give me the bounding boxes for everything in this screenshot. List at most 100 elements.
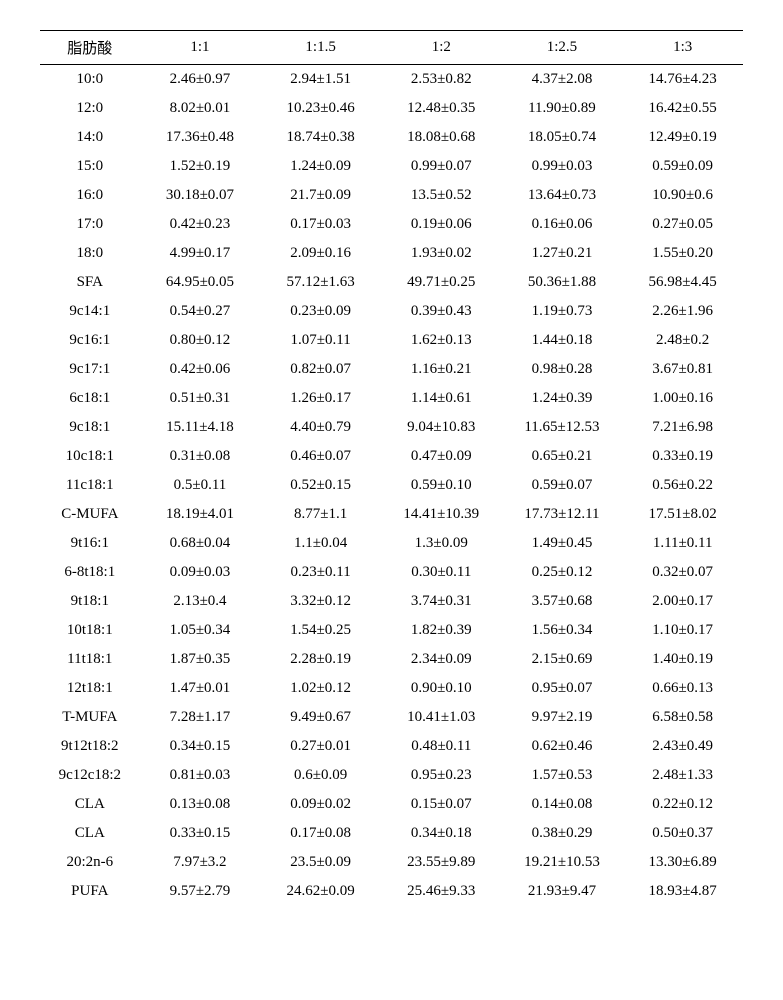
data-cell: 14.41±10.39 <box>381 500 502 529</box>
row-label: 9t16:1 <box>40 529 140 558</box>
data-cell: 0.66±0.13 <box>622 674 743 703</box>
data-cell: 17.36±0.48 <box>140 123 261 152</box>
data-cell: 0.13±0.08 <box>140 790 261 819</box>
data-cell: 1.24±0.09 <box>260 152 381 181</box>
data-cell: 16.42±0.55 <box>622 94 743 123</box>
data-cell: 18.05±0.74 <box>502 123 623 152</box>
data-cell: 1.47±0.01 <box>140 674 261 703</box>
data-cell: 0.19±0.06 <box>381 210 502 239</box>
row-label: 10c18:1 <box>40 442 140 471</box>
data-cell: 9.57±2.79 <box>140 877 261 906</box>
row-label: 12t18:1 <box>40 674 140 703</box>
data-cell: 1.02±0.12 <box>260 674 381 703</box>
data-cell: 1.26±0.17 <box>260 384 381 413</box>
data-cell: 2.46±0.97 <box>140 65 261 95</box>
row-label: 12:0 <box>40 94 140 123</box>
row-label: 20:2n-6 <box>40 848 140 877</box>
data-cell: 0.54±0.27 <box>140 297 261 326</box>
data-cell: 18.08±0.68 <box>381 123 502 152</box>
data-cell: 0.30±0.11 <box>381 558 502 587</box>
col-header-3: 1:2 <box>381 31 502 65</box>
row-label: 10t18:1 <box>40 616 140 645</box>
row-label: 6-8t18:1 <box>40 558 140 587</box>
data-cell: 1.19±0.73 <box>502 297 623 326</box>
table-row: 11t18:11.87±0.352.28±0.192.34±0.092.15±0… <box>40 645 743 674</box>
data-cell: 17.51±8.02 <box>622 500 743 529</box>
data-cell: 1.24±0.39 <box>502 384 623 413</box>
data-cell: 0.14±0.08 <box>502 790 623 819</box>
data-cell: 1.87±0.35 <box>140 645 261 674</box>
data-cell: 3.67±0.81 <box>622 355 743 384</box>
table-row: 9t18:12.13±0.43.32±0.123.74±0.313.57±0.6… <box>40 587 743 616</box>
col-header-4: 1:2.5 <box>502 31 623 65</box>
data-cell: 18.74±0.38 <box>260 123 381 152</box>
table-row: C-MUFA18.19±4.018.77±1.114.41±10.3917.73… <box>40 500 743 529</box>
row-label: C-MUFA <box>40 500 140 529</box>
col-header-1: 1:1 <box>140 31 261 65</box>
data-cell: 1.1±0.04 <box>260 529 381 558</box>
table-row: 10:02.46±0.972.94±1.512.53±0.824.37±2.08… <box>40 65 743 95</box>
data-cell: 0.17±0.03 <box>260 210 381 239</box>
data-cell: 0.23±0.11 <box>260 558 381 587</box>
data-cell: 0.47±0.09 <box>381 442 502 471</box>
data-cell: 1.56±0.34 <box>502 616 623 645</box>
data-cell: 8.77±1.1 <box>260 500 381 529</box>
data-cell: 0.6±0.09 <box>260 761 381 790</box>
data-cell: 1.00±0.16 <box>622 384 743 413</box>
data-cell: 0.22±0.12 <box>622 790 743 819</box>
row-label: 18:0 <box>40 239 140 268</box>
data-cell: 2.48±0.2 <box>622 326 743 355</box>
row-label: 14:0 <box>40 123 140 152</box>
row-label: 9c18:1 <box>40 413 140 442</box>
col-header-5: 1:3 <box>622 31 743 65</box>
data-cell: 12.49±0.19 <box>622 123 743 152</box>
data-cell: 19.21±10.53 <box>502 848 623 877</box>
table-row: 9t16:10.68±0.041.1±0.041.3±0.091.49±0.45… <box>40 529 743 558</box>
data-cell: 0.56±0.22 <box>622 471 743 500</box>
table-row: 10c18:10.31±0.080.46±0.070.47±0.090.65±0… <box>40 442 743 471</box>
data-cell: 0.42±0.23 <box>140 210 261 239</box>
data-cell: 1.55±0.20 <box>622 239 743 268</box>
table-row: 15:01.52±0.191.24±0.090.99±0.070.99±0.03… <box>40 152 743 181</box>
table-row: 18:04.99±0.172.09±0.161.93±0.021.27±0.21… <box>40 239 743 268</box>
data-cell: 1.11±0.11 <box>622 529 743 558</box>
data-cell: 50.36±1.88 <box>502 268 623 297</box>
data-cell: 0.27±0.01 <box>260 732 381 761</box>
row-label: 11c18:1 <box>40 471 140 500</box>
data-cell: 0.16±0.06 <box>502 210 623 239</box>
row-label: CLA <box>40 790 140 819</box>
data-cell: 2.53±0.82 <box>381 65 502 95</box>
data-cell: 3.74±0.31 <box>381 587 502 616</box>
table-row: 9c14:10.54±0.270.23±0.090.39±0.431.19±0.… <box>40 297 743 326</box>
data-cell: 0.46±0.07 <box>260 442 381 471</box>
data-cell: 18.19±4.01 <box>140 500 261 529</box>
data-cell: 12.48±0.35 <box>381 94 502 123</box>
data-cell: 2.34±0.09 <box>381 645 502 674</box>
data-cell: 0.33±0.19 <box>622 442 743 471</box>
data-cell: 2.09±0.16 <box>260 239 381 268</box>
table-row: 9t12t18:20.34±0.150.27±0.010.48±0.110.62… <box>40 732 743 761</box>
data-cell: 4.40±0.79 <box>260 413 381 442</box>
data-cell: 10.41±1.03 <box>381 703 502 732</box>
data-cell: 0.82±0.07 <box>260 355 381 384</box>
data-cell: 23.55±9.89 <box>381 848 502 877</box>
data-cell: 0.15±0.07 <box>381 790 502 819</box>
data-cell: 8.02±0.01 <box>140 94 261 123</box>
table-body: 10:02.46±0.972.94±1.512.53±0.824.37±2.08… <box>40 65 743 907</box>
data-cell: 1.62±0.13 <box>381 326 502 355</box>
data-cell: 64.95±0.05 <box>140 268 261 297</box>
table-row: SFA64.95±0.0557.12±1.6349.71±0.2550.36±1… <box>40 268 743 297</box>
table-row: 11c18:10.5±0.110.52±0.150.59±0.100.59±0.… <box>40 471 743 500</box>
data-cell: 1.82±0.39 <box>381 616 502 645</box>
data-cell: 0.95±0.07 <box>502 674 623 703</box>
table-row: 9c18:115.11±4.184.40±0.799.04±10.8311.65… <box>40 413 743 442</box>
data-cell: 10.23±0.46 <box>260 94 381 123</box>
data-cell: 0.31±0.08 <box>140 442 261 471</box>
data-cell: 11.65±12.53 <box>502 413 623 442</box>
data-cell: 1.49±0.45 <box>502 529 623 558</box>
row-label: SFA <box>40 268 140 297</box>
data-cell: 0.98±0.28 <box>502 355 623 384</box>
data-cell: 0.38±0.29 <box>502 819 623 848</box>
row-label: 9c17:1 <box>40 355 140 384</box>
table-row: 14:017.36±0.4818.74±0.3818.08±0.6818.05±… <box>40 123 743 152</box>
